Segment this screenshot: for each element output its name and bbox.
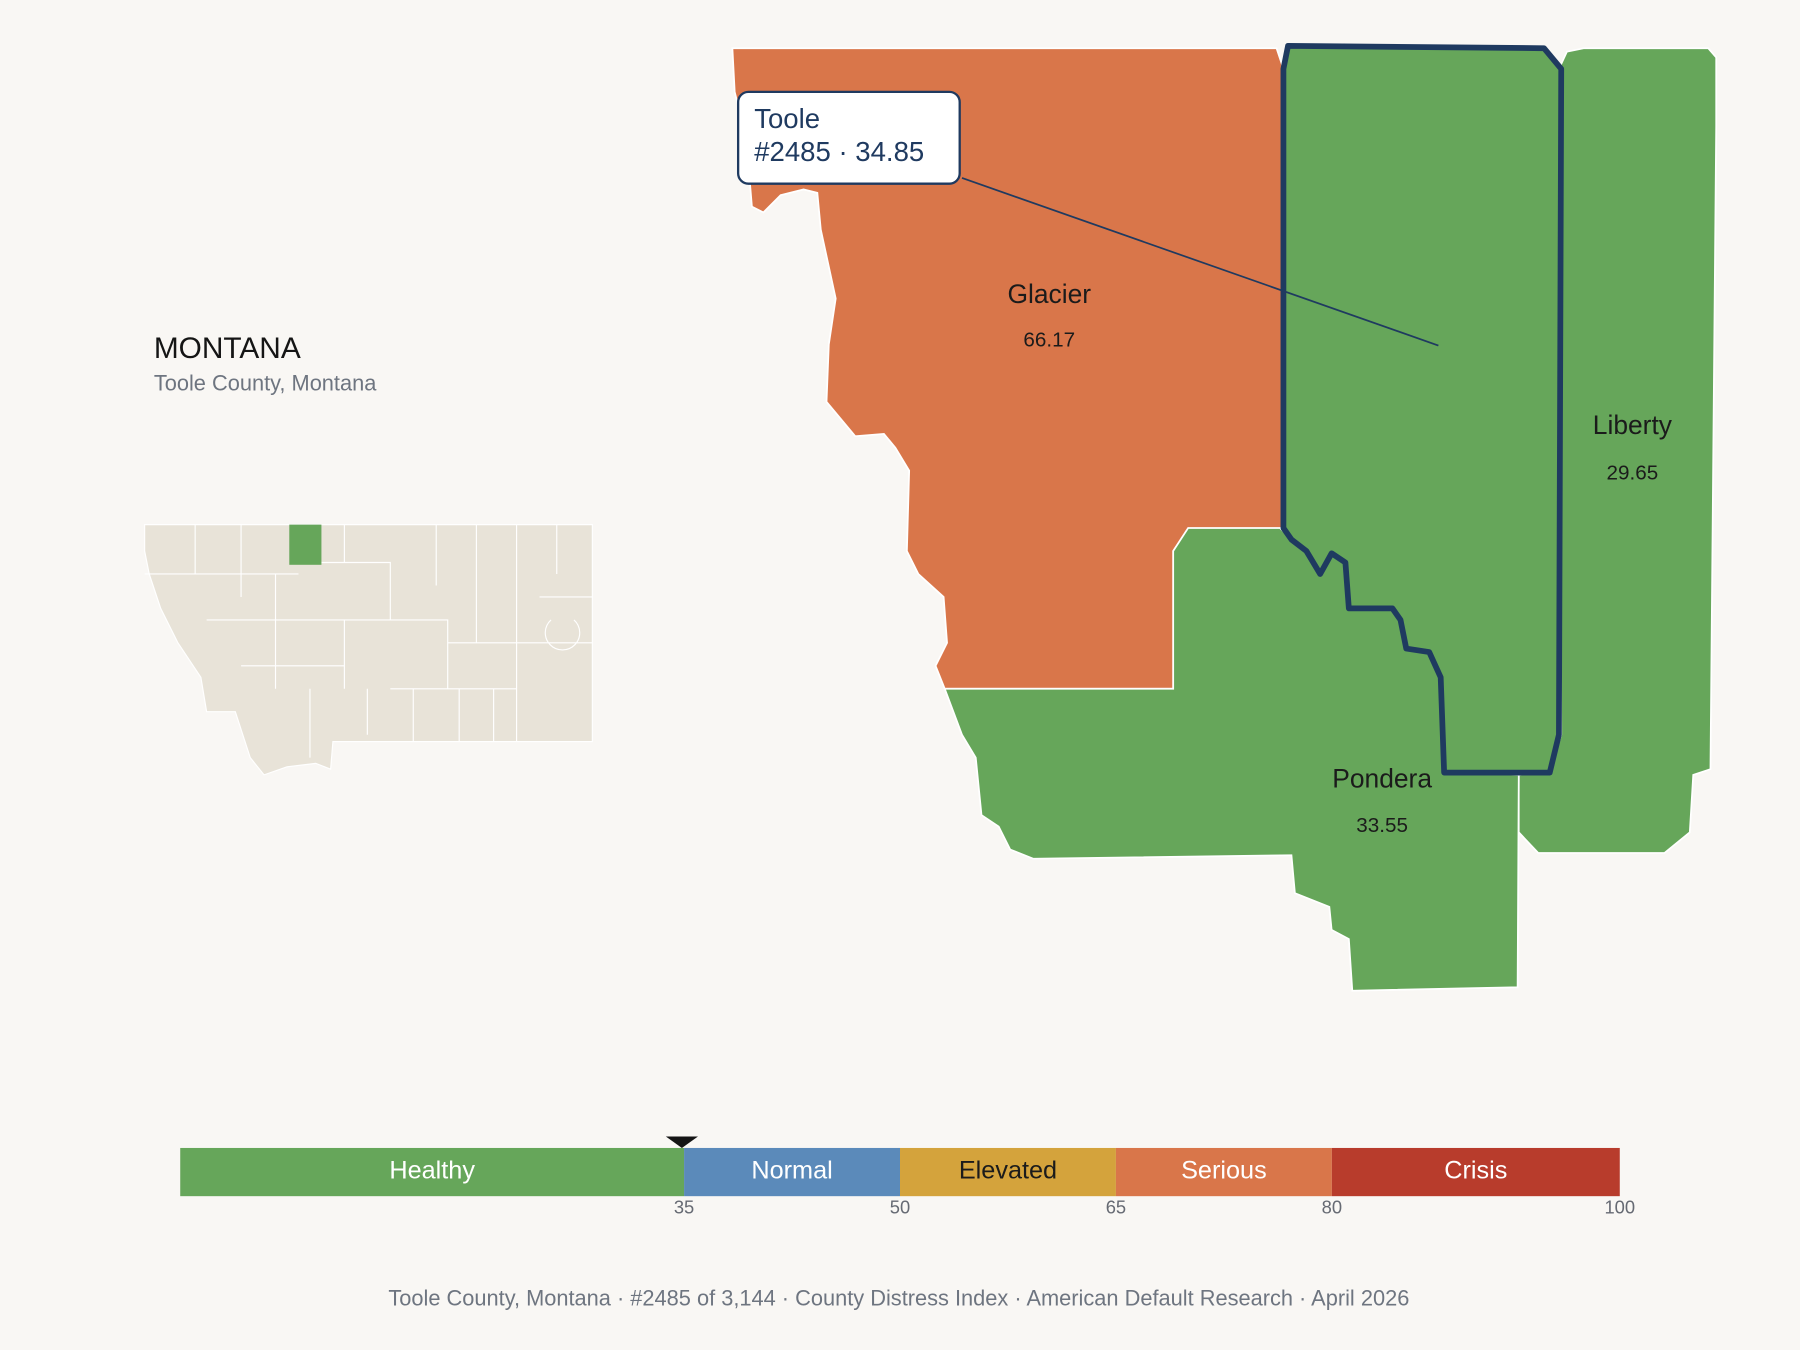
scale-band: [1115, 1147, 1332, 1197]
county-name: Liberty: [1593, 410, 1673, 440]
selected-county[interactable]: [1280, 43, 1565, 776]
county-borders: [144, 524, 593, 758]
distress-scale: Healthy Normal Elevated Serious Crisis 35 50 65…: [180, 1136, 1635, 1218]
scale-band: [1331, 1147, 1620, 1197]
tick-label: 35: [674, 1197, 694, 1218]
score-marker: [665, 1136, 698, 1148]
band-label: Serious: [1181, 1157, 1267, 1185]
counties: [731, 43, 1718, 992]
callout-county: Toole: [754, 103, 820, 134]
highlighted-county: [289, 524, 322, 565]
county-value: 66.17: [1023, 328, 1075, 351]
state-title: MONTANA: [154, 332, 301, 365]
scale-band: [684, 1147, 900, 1197]
county-value: 29.65: [1607, 462, 1659, 485]
county-name: Pondera: [1332, 764, 1432, 794]
band-label: Elevated: [959, 1157, 1057, 1185]
footer: Toole County, Montana · #2485 of 3,144 ·…: [388, 1285, 1409, 1310]
tick-label: 80: [1322, 1197, 1342, 1218]
callout-detail: #2485 · 34.85: [754, 136, 924, 167]
scale-band: [900, 1147, 1116, 1197]
band-label: Healthy: [389, 1157, 475, 1185]
callout-leader: [961, 177, 1439, 347]
subtitle: Toole County, Montana: [154, 370, 377, 395]
callout-box: [736, 90, 961, 185]
tick-label: 100: [1604, 1197, 1635, 1218]
county-name: Glacier: [1007, 279, 1091, 309]
scale-band: [180, 1147, 685, 1197]
band-label: Crisis: [1444, 1157, 1507, 1185]
tick-label: 65: [1106, 1197, 1126, 1218]
county-value: 33.55: [1356, 814, 1408, 837]
callout: Toole #2485 · 34.85: [736, 90, 1439, 347]
band-label: Normal: [751, 1157, 832, 1185]
inset-map: [144, 524, 593, 776]
state-shape: [144, 524, 593, 776]
tick-label: 50: [890, 1197, 910, 1218]
